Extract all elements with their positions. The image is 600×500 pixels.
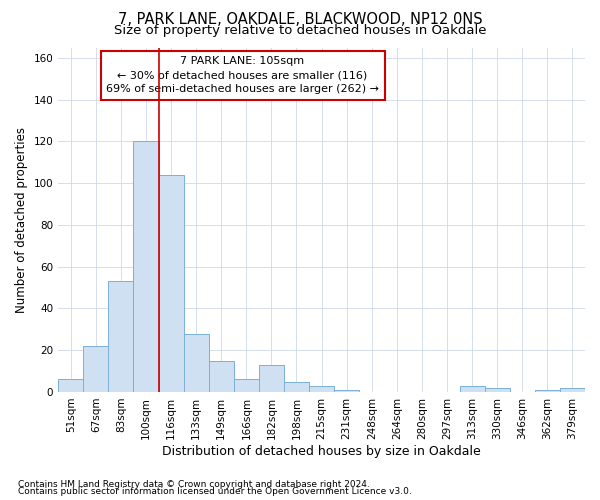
Bar [234, 380, 259, 392]
Text: Contains HM Land Registry data © Crown copyright and database right 2024.: Contains HM Land Registry data © Crown c… [18, 480, 370, 489]
Text: 7 PARK LANE: 105sqm
← 30% of detached houses are smaller (116)
69% of semi-detac: 7 PARK LANE: 105sqm ← 30% of detached ho… [106, 56, 379, 94]
Text: Size of property relative to detached houses in Oakdale: Size of property relative to detached ho… [114, 24, 486, 37]
X-axis label: Distribution of detached houses by size in Oakdale: Distribution of detached houses by size … [162, 444, 481, 458]
Text: Contains public sector information licensed under the Open Government Licence v3: Contains public sector information licen… [18, 487, 412, 496]
Bar [58, 380, 83, 392]
Bar [83, 346, 109, 392]
Bar [535, 390, 560, 392]
Bar [284, 382, 309, 392]
Text: 7, PARK LANE, OAKDALE, BLACKWOOD, NP12 0NS: 7, PARK LANE, OAKDALE, BLACKWOOD, NP12 0… [118, 12, 482, 28]
Bar [460, 386, 485, 392]
Bar [184, 334, 209, 392]
Bar [109, 282, 133, 392]
Bar [309, 386, 334, 392]
Bar [334, 390, 359, 392]
Bar [560, 388, 585, 392]
Bar [133, 142, 158, 392]
Bar [259, 365, 284, 392]
Bar [158, 175, 184, 392]
Bar [209, 360, 234, 392]
Y-axis label: Number of detached properties: Number of detached properties [15, 126, 28, 312]
Bar [485, 388, 510, 392]
